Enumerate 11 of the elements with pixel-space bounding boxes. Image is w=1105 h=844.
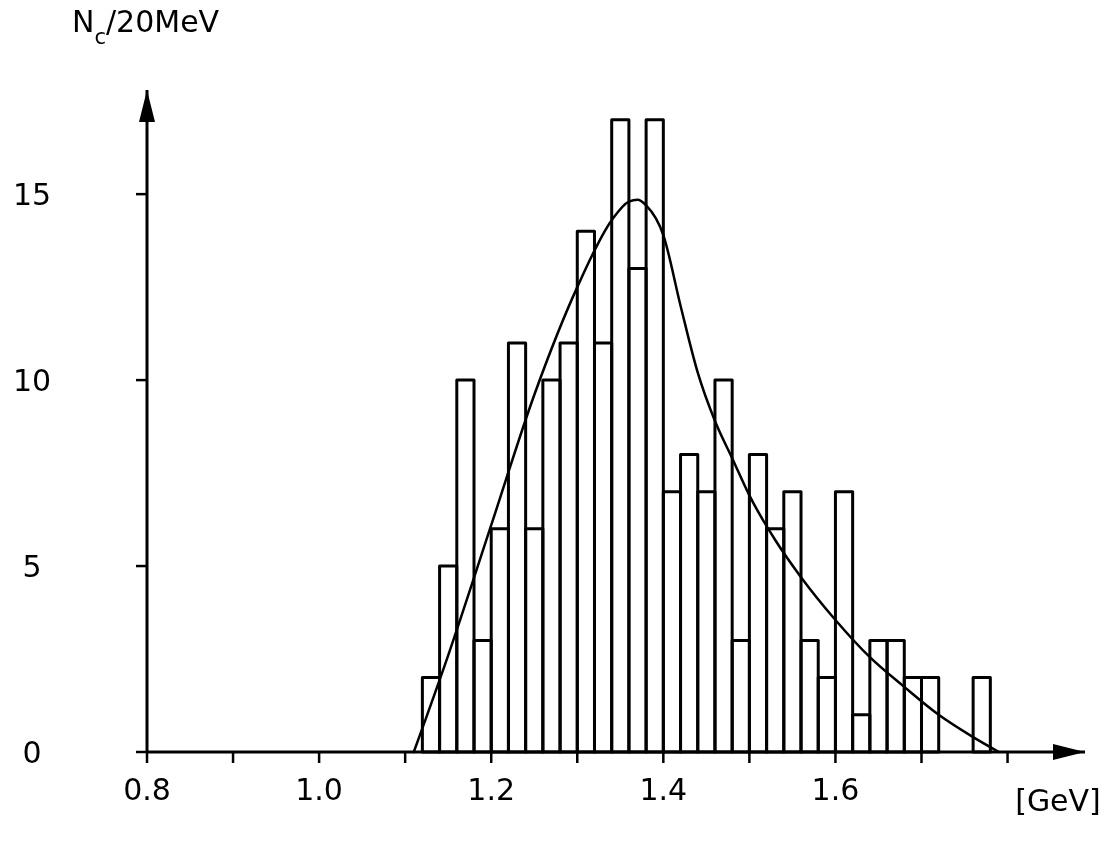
x-tick-label: 1.6 — [811, 772, 860, 807]
y-tick-label: 10 — [12, 362, 52, 398]
x-tick-label: 1.2 — [467, 772, 516, 807]
y-axis-title: N$_{c}$/20MeV — [72, 4, 220, 49]
x-tick-label: 1.4 — [639, 772, 688, 807]
x-axis-title: [GeV] — [1015, 783, 1101, 818]
y-tick-label: 0 — [22, 734, 42, 770]
x-tick-label: 1.0 — [295, 772, 343, 807]
x-tick-label: 0.8 — [123, 772, 171, 807]
y-tick-label: 15 — [12, 176, 52, 212]
y-tick-label: 5 — [22, 548, 42, 584]
